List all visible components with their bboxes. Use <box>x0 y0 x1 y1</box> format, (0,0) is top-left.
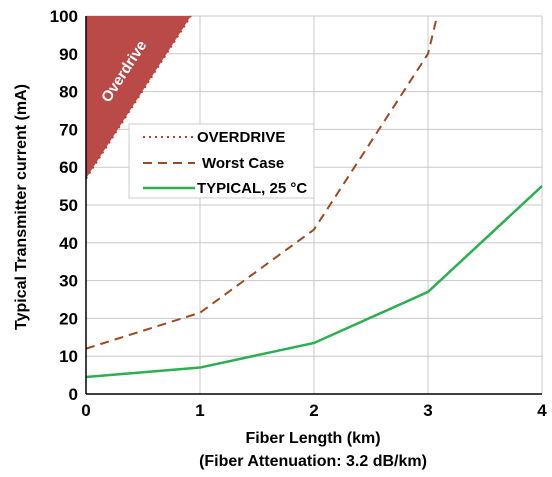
legend-label-overdrive: OVERDRIVE <box>197 129 285 146</box>
series-line-worst-case <box>85 15 439 350</box>
series-line-overdrive <box>85 15 192 180</box>
series-layer <box>85 15 543 379</box>
y-tick-label: 0 <box>69 385 78 404</box>
legend-label-typical: TYPICAL, 25 °C <box>197 180 307 197</box>
y-axis-title: Typical Transmitter current (mA) <box>13 84 30 330</box>
y-tick-label: 20 <box>59 309 78 328</box>
axes <box>85 16 542 395</box>
legend-label-worst-case: Worst Case <box>202 155 284 172</box>
x-tick-label: 3 <box>423 401 432 420</box>
y-tick-label: 10 <box>59 347 78 366</box>
grid <box>85 15 543 395</box>
y-tick-label: 80 <box>59 83 78 102</box>
legend-box <box>128 123 315 199</box>
x-tick-label: 0 <box>81 401 90 420</box>
x-tick-label: 1 <box>195 401 204 420</box>
y-tick-label: 50 <box>59 196 78 215</box>
y-tick-label: 70 <box>59 120 78 139</box>
series-line-typical-25-c <box>85 185 543 379</box>
x-tick-label: 4 <box>537 401 547 420</box>
x-axis-title: Fiber Length (km) <box>245 430 380 447</box>
legend: OVERDRIVE Worst Case TYPICAL, 25 °C <box>128 123 315 199</box>
y-tick-label: 100 <box>50 7 78 26</box>
x-tick-label: 2 <box>309 401 318 420</box>
y-tick-label: 60 <box>59 158 78 177</box>
y-tick-label: 40 <box>59 234 78 253</box>
y-tick-label: 30 <box>59 272 78 291</box>
x-axis-subtitle: (Fiber Attenuation: 3.2 dB/km) <box>199 453 427 470</box>
y-tick-label: 90 <box>59 45 78 64</box>
